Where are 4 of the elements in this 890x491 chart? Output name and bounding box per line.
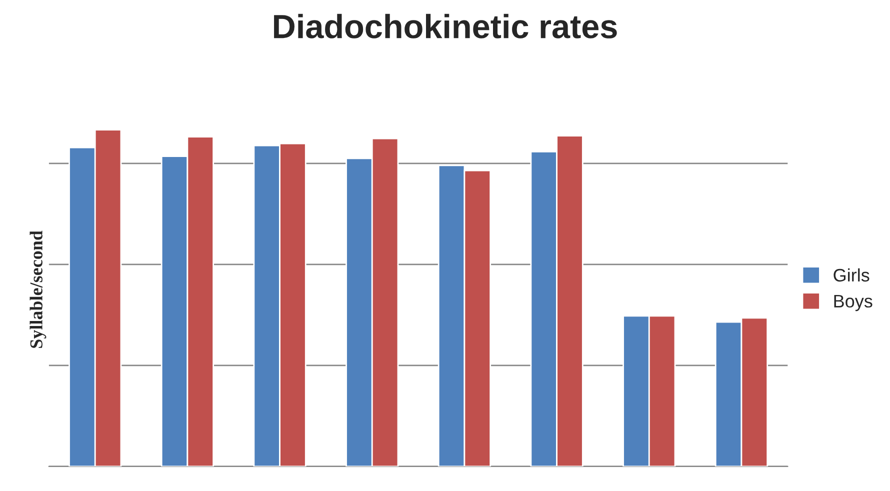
legend-label: Boys bbox=[834, 294, 872, 312]
chart-title: Diadochokinetic rates bbox=[274, 14, 617, 38]
legend-label: Girls bbox=[834, 268, 870, 282]
y-axis-title: Syllable/second bbox=[30, 230, 46, 348]
